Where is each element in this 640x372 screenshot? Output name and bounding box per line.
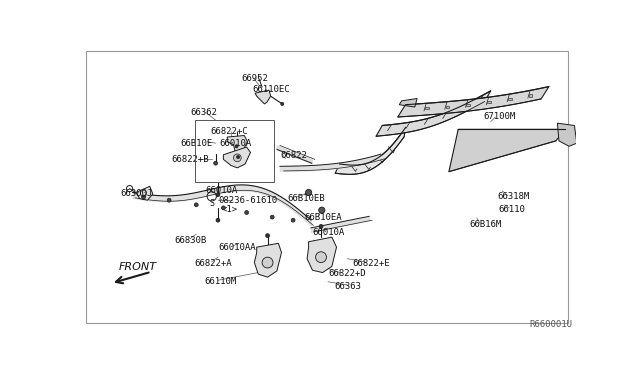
Text: 66300J: 66300J [120,189,152,198]
Polygon shape [335,128,406,174]
Polygon shape [397,87,549,117]
Bar [467,103,470,106]
Circle shape [216,218,220,222]
Text: <1>: <1> [222,205,238,214]
Text: 66110M: 66110M [204,277,236,286]
Text: S: S [209,199,214,208]
Circle shape [216,193,220,197]
Text: 66B16M: 66B16M [469,220,501,229]
Text: 66010A: 66010A [205,186,238,195]
Polygon shape [376,91,491,136]
Circle shape [319,224,323,228]
Text: 66B10E: 66B10E [180,139,213,148]
Circle shape [221,206,225,210]
Text: 66822: 66822 [280,151,307,160]
Polygon shape [223,147,250,168]
Text: 66010A: 66010A [220,139,252,148]
Circle shape [305,189,312,196]
Text: 66B10EB: 66B10EB [288,194,325,203]
Bar [508,98,512,100]
Polygon shape [557,123,577,146]
Text: 66110EC: 66110EC [252,85,290,94]
Text: 66010AA: 66010AA [218,243,255,252]
Circle shape [316,252,326,263]
Bar [445,106,449,108]
Circle shape [291,218,295,222]
Text: 66830B: 66830B [175,235,207,245]
Circle shape [235,145,238,148]
Bar [529,94,532,97]
Bar [195,120,274,182]
Circle shape [262,257,273,268]
Text: 67100M: 67100M [483,112,515,121]
Polygon shape [254,243,282,277]
Bar [487,101,491,103]
Polygon shape [227,135,248,153]
Text: 66B10EA: 66B10EA [305,212,342,221]
Polygon shape [136,186,153,200]
Polygon shape [307,237,337,273]
Text: 66110: 66110 [499,205,525,214]
Circle shape [234,154,241,162]
Text: 66362: 66362 [190,108,217,117]
Circle shape [214,161,218,165]
Circle shape [266,234,269,238]
Circle shape [244,211,248,214]
Text: 66822+E: 66822+E [353,259,390,268]
Text: 66822+B: 66822+B [172,155,209,164]
Text: 66010A: 66010A [312,228,345,237]
Text: 66822+D: 66822+D [328,269,365,279]
Circle shape [195,203,198,207]
Text: 66822+A: 66822+A [195,259,232,268]
Text: 66952: 66952 [241,74,268,83]
Circle shape [281,102,284,106]
Circle shape [167,198,171,202]
Polygon shape [399,99,417,107]
Text: FRONT: FRONT [119,262,157,272]
Circle shape [237,155,239,158]
Polygon shape [255,90,271,104]
Polygon shape [449,129,565,172]
Text: 66822+C: 66822+C [210,127,248,136]
Text: 08236-61610: 08236-61610 [218,196,277,205]
Text: R660001U: R660001U [529,320,573,329]
Circle shape [319,207,325,213]
Text: 66318M: 66318M [497,192,529,202]
Bar [425,107,429,109]
Circle shape [141,195,145,199]
Circle shape [270,215,274,219]
Text: 66363: 66363 [334,282,361,291]
